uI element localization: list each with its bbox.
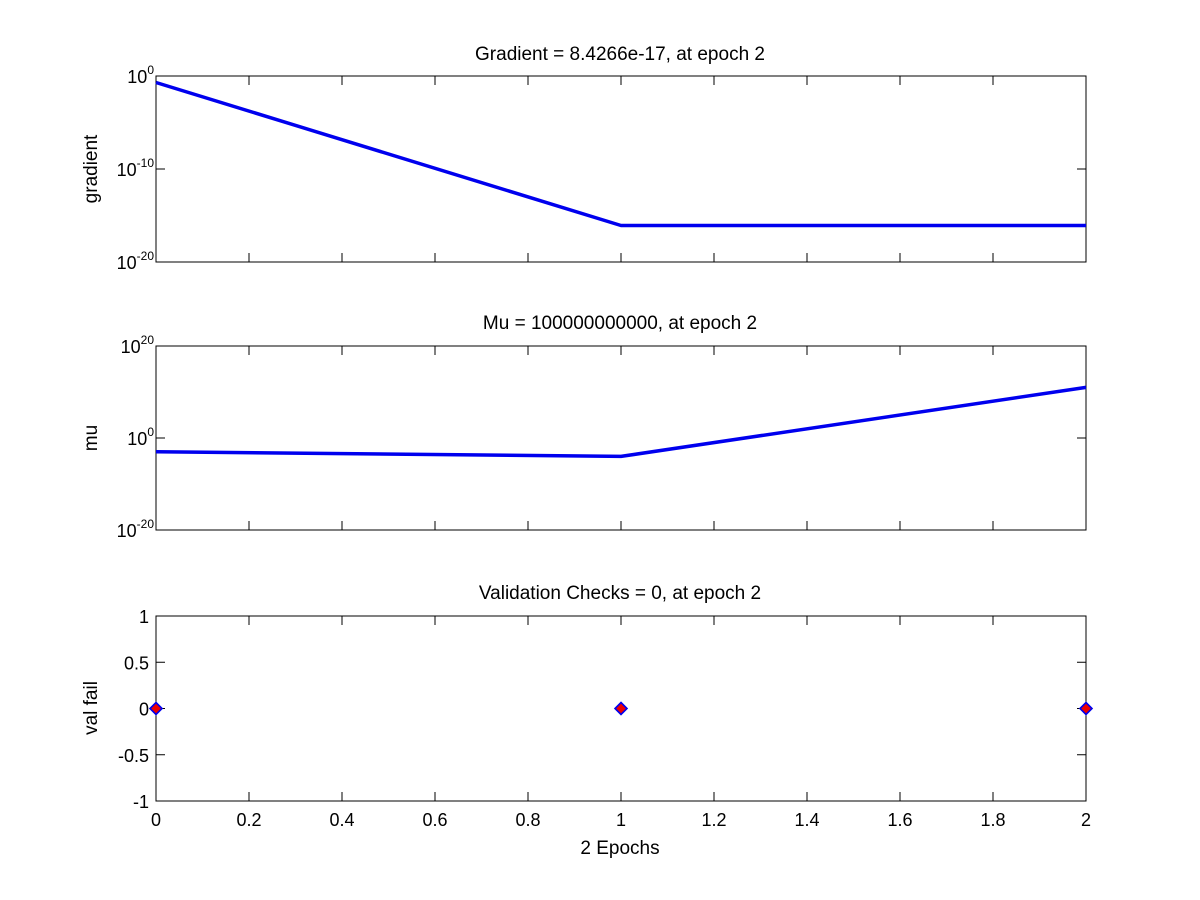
gradient-y-tick-label: 100	[127, 63, 154, 87]
val-fail-x-tick-label: 0.6	[422, 810, 447, 830]
gradient-y-axis-label: gradient	[81, 134, 102, 203]
val-fail-x-tick-label: 0.8	[515, 810, 540, 830]
val-fail-y-tick-label: 0	[139, 700, 149, 720]
gradient-y-tick-exponent: 0	[147, 63, 154, 77]
mu-y-tick-base: 10	[121, 337, 141, 357]
mu-y-tick-label: 100	[127, 425, 154, 449]
val-fail-x-tick-label: 0.2	[236, 810, 261, 830]
mu-x-ticks	[155, 346, 1087, 530]
gradient-y-tick-exponent: -20	[137, 249, 155, 263]
gradient-x-ticks	[155, 76, 1087, 262]
val-fail-y-tick-label: 1	[139, 607, 149, 627]
gradient-series-line	[155, 80, 1086, 228]
mu-plot-area	[155, 345, 1087, 531]
val-fail-y-ticks: 1 0.5 0 -0.5 -1	[118, 607, 1086, 812]
gradient-chart-title: Gradient = 8.4266e-17, at epoch 2	[475, 44, 765, 65]
val-fail-x-tick-label: 0	[151, 810, 161, 830]
mu-series	[155, 385, 1087, 459]
val-fail-point	[613, 701, 629, 716]
val-fail-x-ticks: 0 0.2 0.4 0.6 0.8 1 1.2 1.4 1.6 1.8 2	[151, 616, 1091, 830]
mu-chart-title: Mu = 100000000000, at epoch 2	[483, 313, 757, 334]
gradient-y-tick-base: 10	[117, 160, 137, 180]
mu-y-tick-base: 10	[127, 429, 147, 449]
val-fail-x-tick-label: 0.4	[329, 810, 354, 830]
val-fail-y-tick-label: -1	[133, 792, 149, 812]
mu-series-line	[155, 385, 1087, 459]
gradient-y-tick-label: 10-10	[117, 156, 155, 180]
mu-y-tick-exponent: -20	[137, 517, 155, 531]
gradient-plot-area	[155, 75, 1087, 263]
mu-y-axis-label: mu	[81, 425, 102, 451]
val-fail-y-tick-label: -0.5	[118, 746, 149, 766]
mu-y-tick-exponent: 0	[147, 425, 154, 439]
val-fail-x-tick-label: 1.6	[887, 810, 912, 830]
gradient-subplot: Gradient = 8.4266e-17, at epoch 2 10010-…	[81, 44, 1087, 273]
val-fail-x-tick-label: 1.8	[980, 810, 1005, 830]
val-fail-subplot: Validation Checks = 0, at epoch 2 10.50-…	[81, 583, 1094, 859]
val-fail-chart-title: Validation Checks = 0, at epoch 2	[479, 583, 761, 604]
mu-y-tick-exponent: 20	[141, 333, 155, 347]
val-fail-point	[148, 701, 164, 716]
val-fail-y-axis-label: val fail	[81, 681, 102, 735]
gradient-y-tick-base: 10	[127, 67, 147, 87]
val-fail-x-tick-label: 2	[1081, 810, 1091, 830]
val-fail-x-tick-label: 1.2	[701, 810, 726, 830]
epochs-x-axis-label: 2 Epochs	[580, 838, 659, 859]
val-fail-series	[148, 701, 1094, 716]
mu-y-tick-base: 10	[117, 521, 137, 541]
val-fail-x-tick-label: 1.4	[794, 810, 819, 830]
gradient-series	[155, 80, 1086, 228]
val-fail-point	[1078, 701, 1094, 716]
mu-subplot: Mu = 100000000000, at epoch 2 102010010-…	[81, 313, 1087, 541]
gradient-y-tick-label: 10-20	[117, 249, 155, 273]
mu-y-tick-label: 1020	[121, 333, 155, 357]
gradient-y-tick-base: 10	[117, 253, 137, 273]
gradient-y-tick-exponent: -10	[137, 156, 155, 170]
val-fail-y-tick-label: 0.5	[124, 653, 149, 673]
mu-y-tick-label: 10-20	[117, 517, 155, 541]
val-fail-x-tick-label: 1	[616, 810, 626, 830]
